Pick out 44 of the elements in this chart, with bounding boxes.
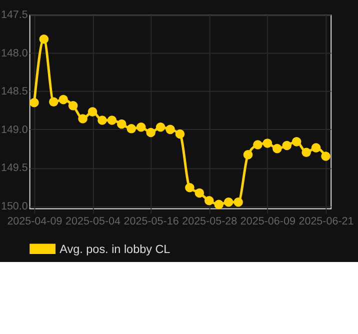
point: [253, 140, 262, 150]
y-tick-label: 149.0: [0, 124, 28, 136]
point: [194, 188, 204, 198]
point: [292, 137, 302, 146]
point: [224, 198, 234, 207]
point: [204, 196, 214, 206]
x-tick-label: 2025-06-21: [298, 215, 354, 228]
point: [282, 140, 292, 150]
point: [166, 124, 175, 134]
point: [30, 98, 39, 108]
point: [321, 152, 330, 161]
point: [88, 107, 98, 116]
y-tick-label: 147.5: [0, 9, 28, 22]
point: [58, 94, 68, 104]
point: [302, 148, 311, 158]
point: [39, 34, 49, 44]
point: [49, 97, 58, 106]
point: [107, 116, 117, 125]
x-tick-label: 2025-05-16: [124, 215, 179, 228]
point: [214, 200, 224, 210]
point: [98, 116, 107, 125]
point: [146, 128, 156, 138]
x-tick-label: 2025-06-09: [240, 215, 296, 228]
point: [185, 182, 194, 192]
point: [68, 101, 78, 110]
point: [78, 114, 88, 124]
point: [243, 150, 253, 160]
point: [272, 144, 282, 154]
x-tick-label: 2025-05-28: [182, 215, 238, 228]
y-tick-label: 149.5: [0, 162, 28, 174]
y-tick-label: 148.5: [0, 86, 28, 98]
y-tick-label: 150.0: [0, 200, 28, 212]
point: [234, 198, 243, 207]
point: [175, 129, 185, 139]
point: [117, 119, 126, 129]
point: [262, 138, 272, 148]
x-tick-label: 2025-05-04: [66, 215, 121, 228]
y-tick-label: 148.0: [0, 47, 28, 60]
point: [156, 122, 166, 132]
point: [126, 124, 136, 134]
x-tick-label: 2025-04-09: [7, 215, 62, 228]
legend-label: Avg. pos. in lobby CL: [60, 242, 171, 256]
point: [311, 143, 321, 152]
point: [136, 122, 146, 132]
